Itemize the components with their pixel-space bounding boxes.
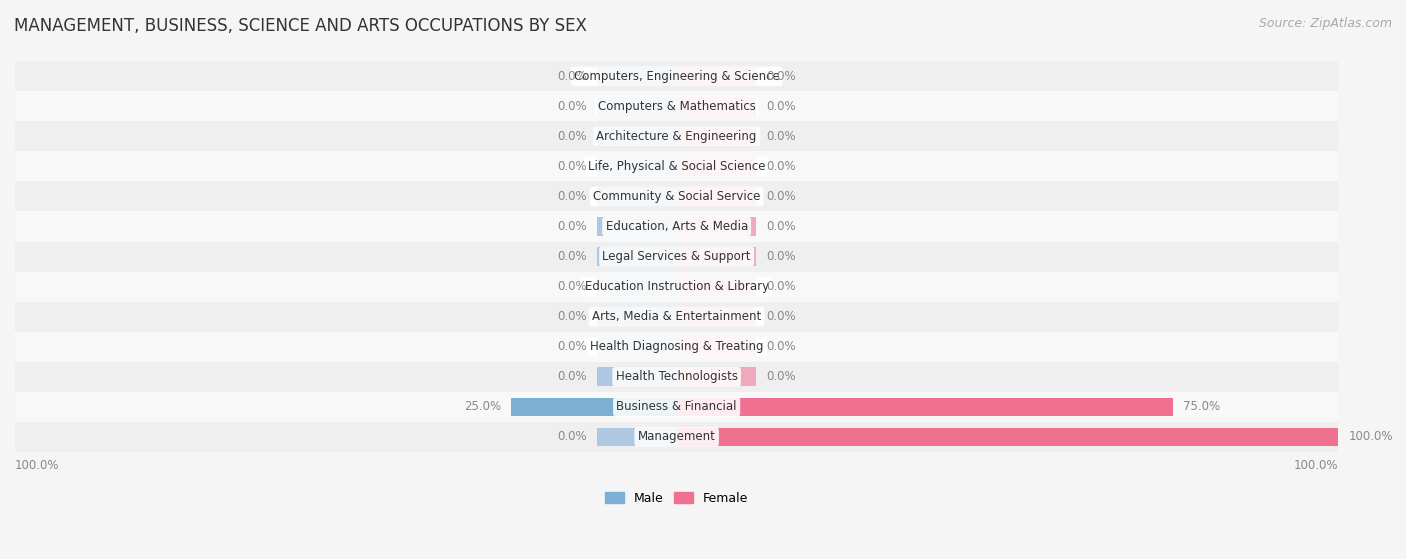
Bar <box>676 247 756 266</box>
Text: 25.0%: 25.0% <box>464 400 502 413</box>
Text: 0.0%: 0.0% <box>558 160 588 173</box>
Bar <box>598 307 676 326</box>
Bar <box>598 367 676 386</box>
Bar <box>598 277 676 296</box>
Text: Health Technologists: Health Technologists <box>616 370 738 383</box>
Text: Legal Services & Support: Legal Services & Support <box>602 250 751 263</box>
Legend: Male, Female: Male, Female <box>600 487 754 510</box>
Bar <box>676 97 756 116</box>
Text: 0.0%: 0.0% <box>558 130 588 143</box>
Text: 0.0%: 0.0% <box>558 370 588 383</box>
Bar <box>598 157 676 176</box>
Text: Source: ZipAtlas.com: Source: ZipAtlas.com <box>1258 17 1392 30</box>
Text: Computers, Engineering & Science: Computers, Engineering & Science <box>574 70 779 83</box>
Text: Arts, Media & Entertainment: Arts, Media & Entertainment <box>592 310 761 323</box>
Bar <box>15 422 1339 452</box>
Bar <box>676 127 756 146</box>
Text: 0.0%: 0.0% <box>766 100 796 113</box>
Text: 0.0%: 0.0% <box>558 340 588 353</box>
Bar <box>15 272 1339 302</box>
Text: 0.0%: 0.0% <box>558 280 588 293</box>
Text: 100.0%: 100.0% <box>1348 430 1393 443</box>
Bar <box>598 428 676 446</box>
Bar <box>676 187 756 206</box>
Text: 0.0%: 0.0% <box>558 70 588 83</box>
Bar <box>15 182 1339 211</box>
Text: MANAGEMENT, BUSINESS, SCIENCE AND ARTS OCCUPATIONS BY SEX: MANAGEMENT, BUSINESS, SCIENCE AND ARTS O… <box>14 17 586 35</box>
Bar <box>598 247 676 266</box>
Text: 0.0%: 0.0% <box>766 160 796 173</box>
Text: 0.0%: 0.0% <box>558 310 588 323</box>
Text: Community & Social Service: Community & Social Service <box>593 190 761 203</box>
Bar <box>512 397 676 416</box>
Text: 100.0%: 100.0% <box>15 459 59 472</box>
Text: Architecture & Engineering: Architecture & Engineering <box>596 130 756 143</box>
Bar <box>598 97 676 116</box>
Text: Computers & Mathematics: Computers & Mathematics <box>598 100 755 113</box>
Text: 0.0%: 0.0% <box>766 190 796 203</box>
Bar <box>15 121 1339 151</box>
Bar <box>598 67 676 86</box>
Text: Business & Financial: Business & Financial <box>616 400 737 413</box>
Bar <box>676 67 756 86</box>
Bar <box>676 217 756 236</box>
Text: 0.0%: 0.0% <box>558 100 588 113</box>
Text: 0.0%: 0.0% <box>558 250 588 263</box>
Text: 0.0%: 0.0% <box>558 220 588 233</box>
Bar <box>15 91 1339 121</box>
Text: Education Instruction & Library: Education Instruction & Library <box>585 280 769 293</box>
Text: Management: Management <box>638 430 716 443</box>
Bar <box>676 428 1339 446</box>
Bar <box>15 362 1339 392</box>
Bar <box>15 302 1339 331</box>
Bar <box>15 211 1339 241</box>
Text: 0.0%: 0.0% <box>766 220 796 233</box>
Bar <box>676 307 756 326</box>
Bar <box>676 277 756 296</box>
Text: Education, Arts & Media: Education, Arts & Media <box>606 220 748 233</box>
Bar <box>598 187 676 206</box>
Bar <box>598 127 676 146</box>
Text: 0.0%: 0.0% <box>766 130 796 143</box>
Bar <box>15 331 1339 362</box>
Bar <box>15 61 1339 91</box>
Bar <box>676 338 756 356</box>
Text: 0.0%: 0.0% <box>766 370 796 383</box>
Text: 0.0%: 0.0% <box>558 430 588 443</box>
Text: 0.0%: 0.0% <box>766 280 796 293</box>
Text: 0.0%: 0.0% <box>558 190 588 203</box>
Bar <box>598 338 676 356</box>
Bar <box>676 157 756 176</box>
Text: 0.0%: 0.0% <box>766 310 796 323</box>
Bar <box>15 392 1339 422</box>
Text: 0.0%: 0.0% <box>766 70 796 83</box>
Bar <box>676 367 756 386</box>
Text: Health Diagnosing & Treating: Health Diagnosing & Treating <box>591 340 763 353</box>
Text: 75.0%: 75.0% <box>1182 400 1220 413</box>
Bar <box>15 151 1339 182</box>
Text: 0.0%: 0.0% <box>766 250 796 263</box>
Bar <box>15 241 1339 272</box>
Bar <box>598 217 676 236</box>
Bar <box>676 397 1173 416</box>
Text: Life, Physical & Social Science: Life, Physical & Social Science <box>588 160 765 173</box>
Text: 100.0%: 100.0% <box>1294 459 1339 472</box>
Text: 0.0%: 0.0% <box>766 340 796 353</box>
